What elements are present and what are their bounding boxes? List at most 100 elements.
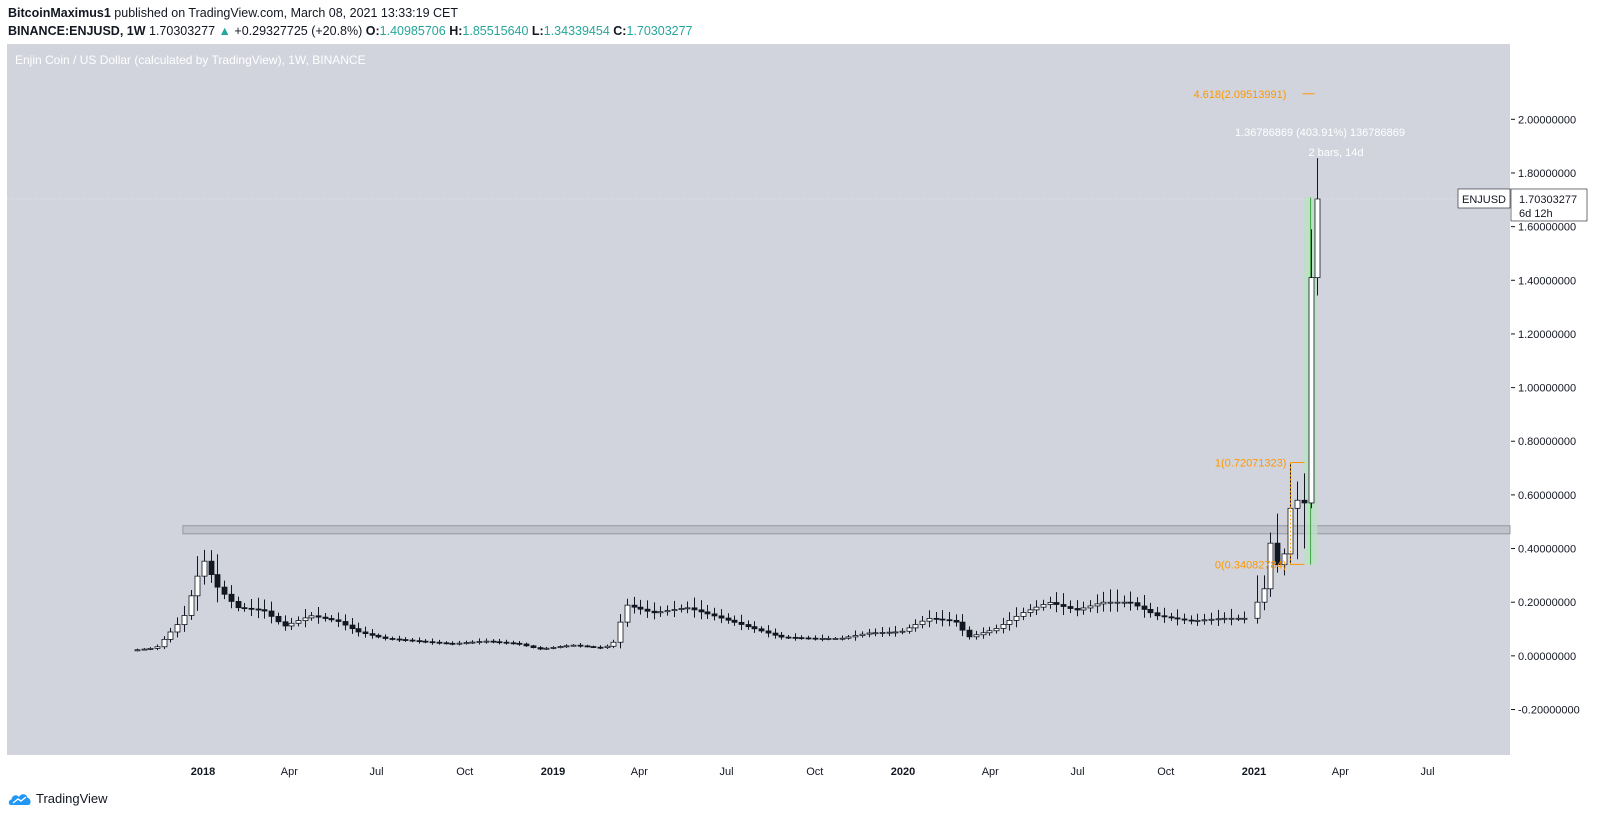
candle-up[interactable]	[1308, 277, 1315, 504]
candle-down[interactable]	[416, 640, 423, 643]
candle-up[interactable]	[980, 632, 987, 636]
candle-down[interactable]	[751, 626, 758, 630]
candle-up[interactable]	[476, 641, 483, 643]
candle-up[interactable]	[1221, 617, 1228, 620]
candle-down[interactable]	[1181, 618, 1188, 621]
candle-up[interactable]	[308, 615, 315, 619]
candle-down[interactable]	[725, 617, 732, 621]
candle-down[interactable]	[429, 641, 436, 644]
resistance-zone[interactable]	[182, 525, 1511, 535]
candle-down[interactable]	[590, 646, 597, 648]
candle-down[interactable]	[369, 633, 376, 636]
candle-up[interactable]	[1027, 609, 1034, 613]
candle-down[interactable]	[711, 613, 718, 617]
candle-up[interactable]	[1254, 601, 1261, 619]
candle-down[interactable]	[1188, 619, 1195, 622]
candle-down[interactable]	[362, 631, 369, 635]
candle-up[interactable]	[825, 638, 832, 640]
candle-down[interactable]	[1141, 605, 1148, 610]
candle-down[interactable]	[1147, 608, 1154, 614]
candle-down[interactable]	[637, 606, 644, 610]
candle-up[interactable]	[1033, 606, 1040, 611]
last-price-badge[interactable]	[1510, 188, 1588, 222]
candle-down[interactable]	[355, 628, 362, 633]
candle-down[interactable]	[214, 574, 221, 588]
candle-down[interactable]	[933, 617, 940, 620]
candle-up[interactable]	[141, 648, 148, 651]
candle-up[interactable]	[1267, 542, 1274, 590]
candle-up[interactable]	[1114, 601, 1121, 604]
candle-up[interactable]	[892, 631, 899, 634]
candle-up[interactable]	[886, 631, 893, 634]
candle-up[interactable]	[483, 640, 490, 643]
candle-up[interactable]	[188, 595, 195, 616]
time-axis[interactable]	[7, 756, 1510, 784]
candle-down[interactable]	[375, 634, 382, 638]
candle-up[interactable]	[288, 622, 295, 627]
candle-up[interactable]	[919, 620, 926, 625]
candle-up[interactable]	[550, 647, 557, 649]
candle-up[interactable]	[563, 645, 570, 648]
candle-down[interactable]	[1168, 616, 1175, 619]
candle-down[interactable]	[261, 609, 268, 612]
candle-down[interactable]	[1134, 602, 1141, 607]
candle-down[interactable]	[496, 641, 503, 644]
candle-up[interactable]	[1006, 619, 1013, 625]
candle-up[interactable]	[1314, 198, 1321, 279]
candle-down[interactable]	[731, 619, 738, 623]
candle-down[interactable]	[758, 628, 765, 632]
candle-up[interactable]	[1194, 619, 1201, 622]
candle-up[interactable]	[1047, 602, 1054, 605]
candle-up[interactable]	[1000, 624, 1007, 629]
candle-down[interactable]	[409, 639, 416, 642]
candle-up[interactable]	[302, 617, 309, 621]
candle-down[interactable]	[443, 642, 450, 645]
candle-down[interactable]	[966, 629, 973, 638]
candle-down[interactable]	[792, 636, 799, 639]
candle-up[interactable]	[1215, 618, 1222, 621]
candle-up[interactable]	[557, 646, 564, 649]
candle-down[interactable]	[342, 621, 349, 626]
candle-up[interactable]	[201, 560, 208, 577]
candle-down[interactable]	[436, 641, 443, 644]
candle-down[interactable]	[805, 637, 812, 640]
candle-up[interactable]	[1121, 601, 1128, 604]
candle-up[interactable]	[1261, 588, 1268, 603]
candle-down[interactable]	[1053, 602, 1060, 605]
candle-down[interactable]	[1067, 606, 1074, 609]
candle-down[interactable]	[241, 607, 248, 610]
candle-up[interactable]	[617, 621, 624, 643]
candle-up[interactable]	[570, 644, 577, 647]
candle-up[interactable]	[872, 632, 879, 635]
candle-down[interactable]	[503, 641, 510, 644]
candle-down[interactable]	[698, 609, 705, 613]
candle-up[interactable]	[610, 641, 617, 647]
candle-up[interactable]	[604, 645, 611, 649]
candle-down[interactable]	[396, 638, 403, 641]
candle-up[interactable]	[845, 636, 852, 639]
candle-up[interactable]	[926, 617, 933, 622]
candle-down[interactable]	[282, 621, 289, 627]
candle-up[interactable]	[295, 620, 302, 624]
candle-up[interactable]	[194, 575, 201, 597]
candle-down[interactable]	[335, 619, 342, 622]
candle-up[interactable]	[664, 610, 671, 613]
candle-down[interactable]	[704, 611, 711, 615]
candle-down[interactable]	[651, 610, 658, 614]
candle-down[interactable]	[389, 638, 396, 640]
plot-area[interactable]	[7, 44, 1510, 755]
candle-up[interactable]	[463, 642, 470, 645]
candle-down[interactable]	[235, 601, 242, 609]
candle-up[interactable]	[1087, 605, 1094, 609]
candle-down[interactable]	[248, 607, 255, 610]
candle-up[interactable]	[174, 624, 181, 633]
candle-up[interactable]	[147, 647, 154, 650]
candle-down[interactable]	[939, 618, 946, 621]
candle-up[interactable]	[624, 604, 631, 623]
candle-up[interactable]	[879, 632, 886, 634]
candle-up[interactable]	[1228, 617, 1235, 620]
candle-down[interactable]	[631, 604, 638, 608]
candle-down[interactable]	[328, 618, 335, 621]
candle-up[interactable]	[993, 628, 1000, 632]
candle-up[interactable]	[859, 633, 866, 636]
